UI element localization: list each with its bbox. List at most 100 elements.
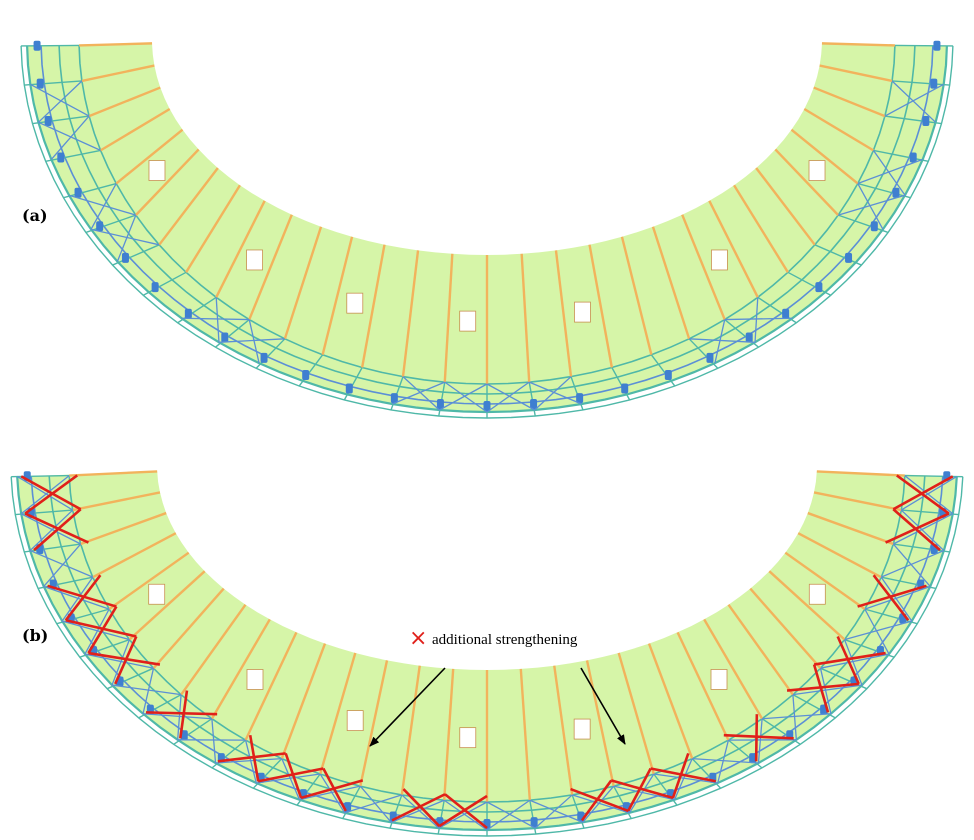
bracing — [439, 383, 488, 411]
bearing — [892, 187, 900, 198]
truss-post — [112, 244, 160, 266]
bracing — [900, 509, 945, 552]
bracing — [689, 338, 756, 343]
roof-opening — [346, 710, 364, 731]
bearing — [745, 332, 753, 343]
bracing — [401, 794, 440, 829]
bearing — [870, 221, 878, 232]
purlin — [813, 86, 886, 118]
bracing — [792, 684, 863, 696]
purlin — [651, 226, 691, 340]
bracing — [837, 194, 906, 216]
bracing — [714, 319, 726, 364]
strengthening-brace — [145, 711, 218, 716]
panel-b-roof-plan — [10, 470, 964, 837]
truss-post — [894, 44, 953, 47]
bracing — [891, 80, 937, 123]
bracing — [872, 150, 906, 196]
bearing — [933, 40, 941, 51]
purlin — [158, 167, 219, 246]
truss-post — [893, 543, 950, 553]
bracing — [754, 297, 759, 343]
truss-post — [343, 367, 363, 401]
bearing — [180, 730, 188, 741]
strengthening-brace — [402, 788, 441, 827]
purlin — [520, 253, 531, 383]
purlin — [803, 107, 875, 152]
bracing — [692, 757, 759, 764]
bracing — [181, 317, 250, 321]
truss-post — [11, 474, 70, 478]
bracing — [29, 549, 94, 578]
purlin — [359, 660, 389, 787]
bearing — [815, 282, 823, 293]
bracing — [443, 799, 488, 831]
purlin — [681, 214, 726, 321]
bracing — [38, 121, 101, 151]
truss-post — [892, 80, 950, 86]
truss-post — [24, 543, 81, 553]
bracing — [724, 317, 793, 321]
bearing — [345, 383, 353, 394]
purlin — [69, 470, 158, 477]
purlin — [797, 532, 882, 579]
bracing — [904, 475, 954, 515]
bracing — [84, 653, 154, 669]
bracing — [215, 297, 220, 343]
bracing — [90, 228, 160, 246]
bracing — [857, 158, 923, 185]
bracing — [892, 543, 931, 587]
truss-post — [15, 509, 73, 516]
purlin — [519, 668, 532, 801]
roof-opening — [148, 160, 166, 181]
bearing — [121, 252, 129, 263]
panel-a-label: (a) — [22, 206, 48, 225]
purlin — [79, 42, 153, 47]
purlin — [443, 253, 454, 383]
bracing — [628, 773, 655, 814]
bearing — [845, 252, 853, 263]
bracing — [486, 801, 536, 829]
bearing — [530, 399, 538, 410]
truss-post — [56, 608, 110, 625]
bracing — [218, 338, 285, 343]
purlin — [99, 107, 171, 152]
strengthening-brace — [896, 474, 950, 515]
bracing — [319, 773, 346, 814]
roof-surface — [27, 43, 947, 413]
purlin — [152, 587, 225, 669]
bracing — [757, 718, 763, 764]
strengthening-brace — [892, 508, 941, 552]
truss-post — [901, 509, 959, 516]
strengthening-brace — [723, 733, 794, 740]
bracing — [534, 376, 572, 411]
bearing — [390, 393, 398, 404]
truss-post — [864, 608, 918, 625]
bracing — [20, 513, 81, 545]
bracing — [61, 576, 94, 622]
strengthening-brace — [627, 767, 652, 812]
bracing — [880, 576, 913, 622]
purlin — [92, 532, 177, 579]
roof-opening — [573, 718, 591, 740]
purlin — [360, 244, 386, 368]
strengthening-brace — [217, 752, 286, 763]
roof-opening — [246, 669, 264, 690]
bracing — [582, 785, 615, 823]
purlin — [108, 551, 190, 611]
bracing — [359, 785, 392, 823]
strengthening-brace — [610, 779, 674, 800]
bracing — [844, 620, 913, 641]
bracing — [486, 381, 530, 413]
strengthening-brace — [391, 793, 446, 822]
roof-opening — [148, 583, 166, 605]
bearing — [664, 369, 672, 380]
purlin — [703, 618, 764, 720]
purlin — [784, 551, 866, 611]
strengthening-brace — [570, 787, 629, 813]
bracing — [792, 694, 797, 740]
truss-post — [611, 367, 631, 401]
strengthening-brace — [836, 635, 860, 685]
bearing — [749, 753, 757, 764]
purlin — [708, 200, 759, 298]
